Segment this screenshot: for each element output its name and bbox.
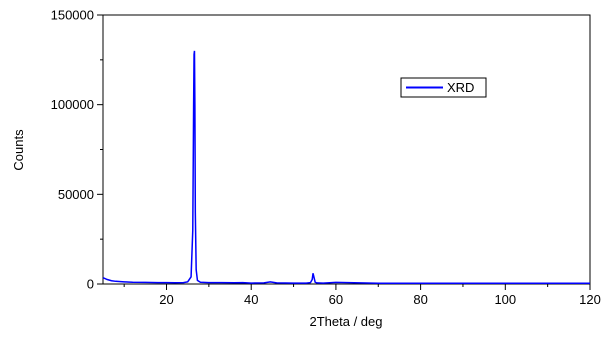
plot-area-frame [102, 14, 591, 285]
legend-label-xrd: XRD [447, 80, 474, 95]
y-tick-label: 0 [87, 277, 94, 292]
x-tick-label: 80 [413, 292, 427, 307]
series-line-xrd [102, 50, 590, 285]
legend: XRD [400, 77, 487, 98]
x-tick-label: 60 [329, 292, 343, 307]
y-tick-label: 100000 [51, 97, 94, 112]
y-axis-label: Counts [11, 129, 26, 171]
y-tick-label: 50000 [58, 187, 94, 202]
x-axis-label: 2Theta / deg [310, 314, 383, 329]
x-tick-label: 120 [579, 292, 601, 307]
x-tick-label: 40 [244, 292, 258, 307]
legend-box [400, 77, 487, 98]
x-axis: 20 40 60 80 100 120 [123, 284, 601, 307]
x-tick-label: 100 [494, 292, 516, 307]
y-tick-label: 150000 [51, 8, 94, 23]
x-tick-label: 20 [159, 292, 173, 307]
y-axis: 0 50000 100000 150000 [51, 8, 103, 292]
